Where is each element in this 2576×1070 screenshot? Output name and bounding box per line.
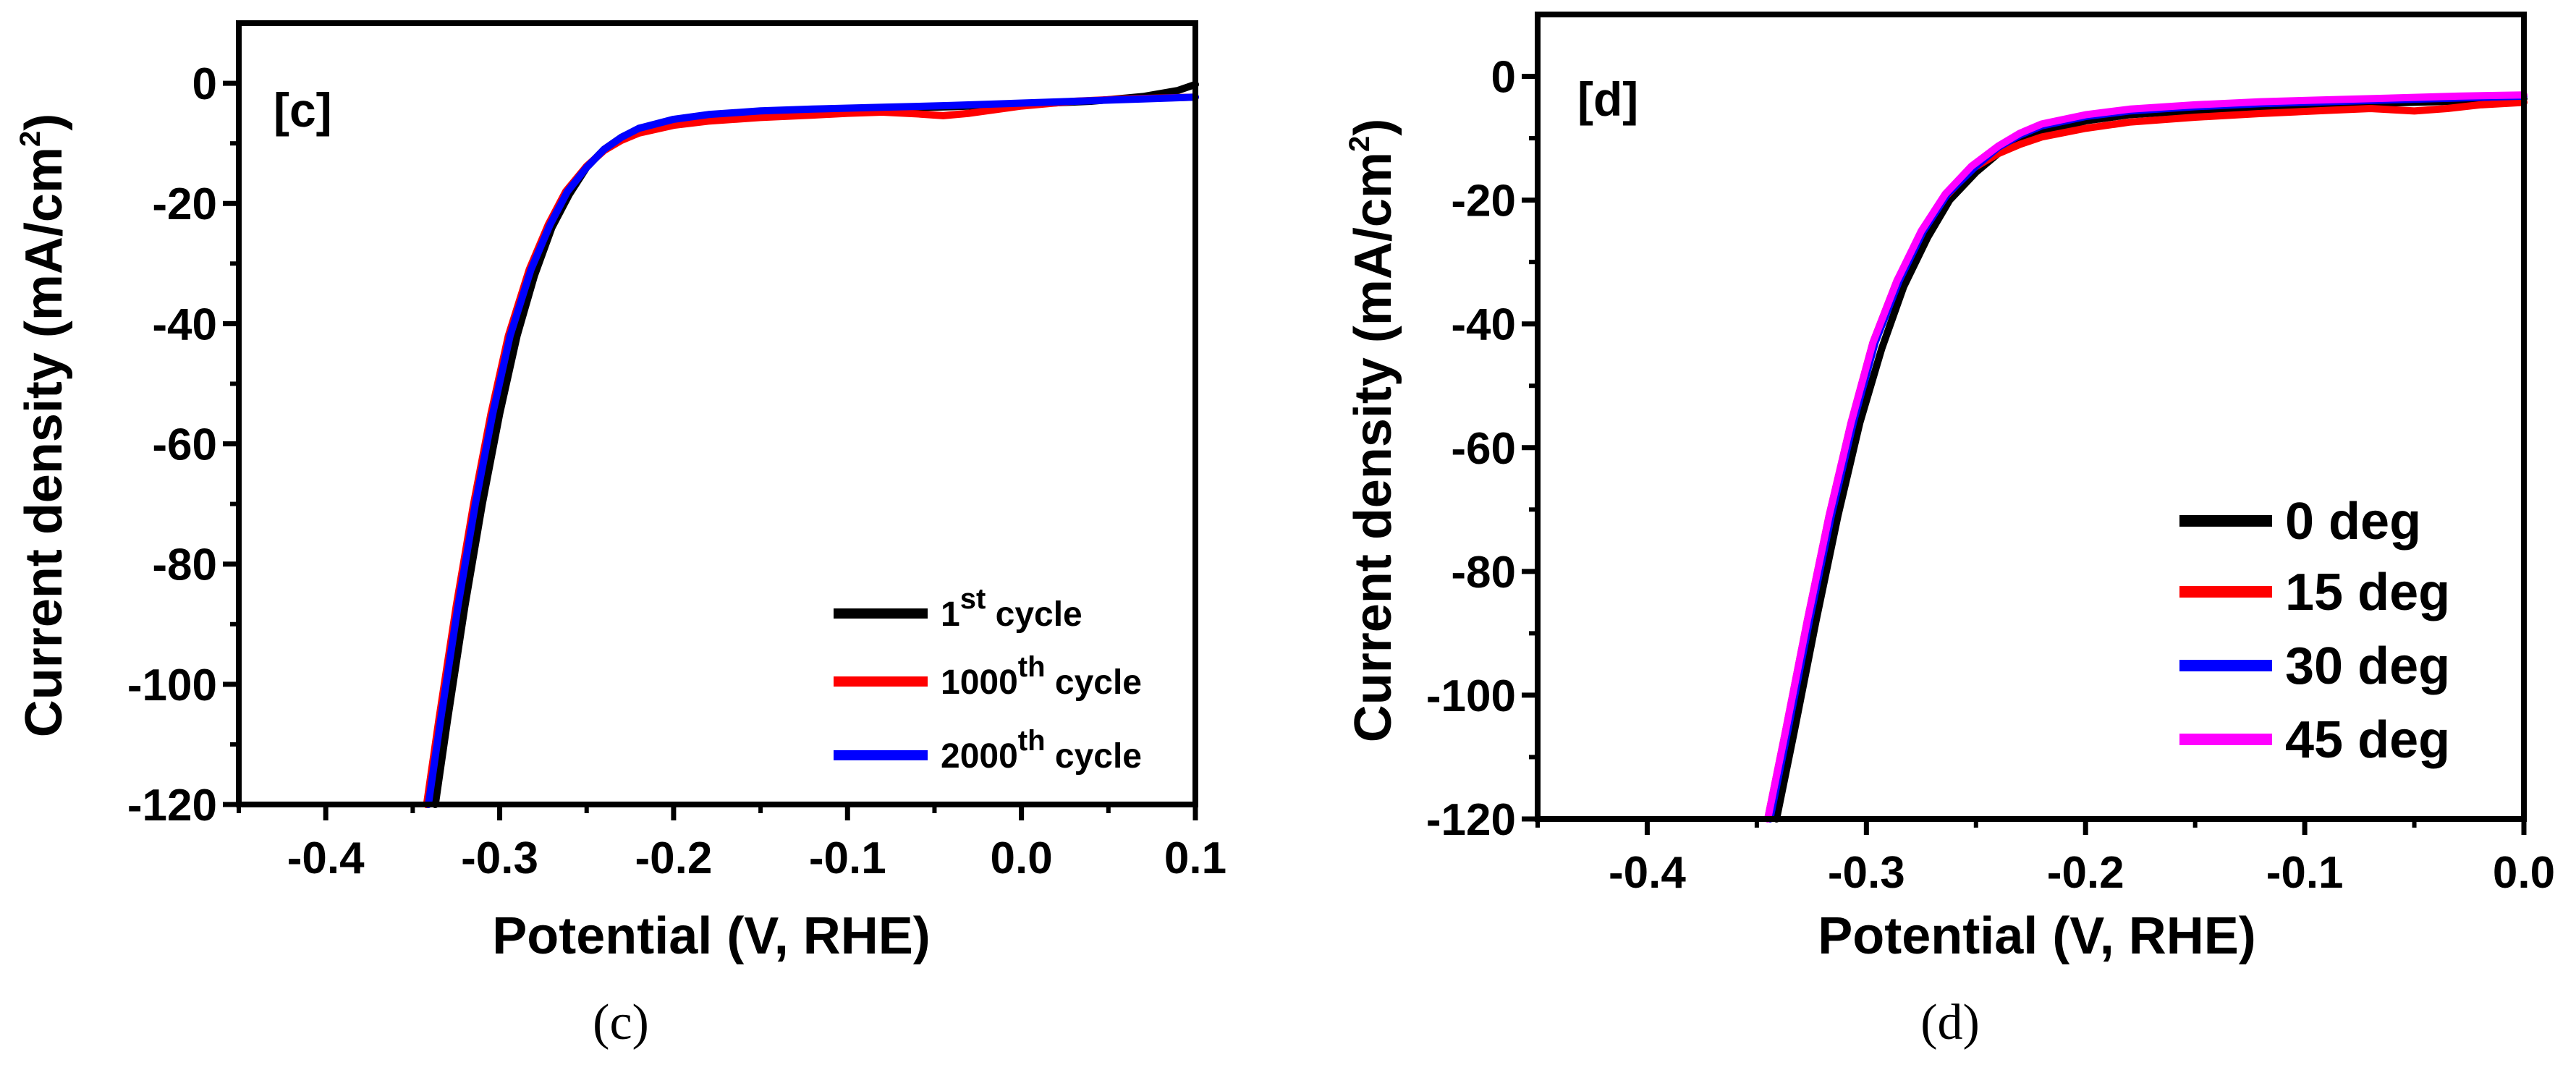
- legend-entry-0-deg: 0 deg: [2179, 493, 2421, 551]
- x-tick-label: 0.0: [991, 833, 1053, 883]
- legend-label-45-deg: 45 deg: [2285, 711, 2450, 769]
- panel-d: -0.4 -0.3 -0.2 -0.1 0.0 0 -20 -40 -60 -80 -100 -120…: [1344, 12, 2555, 1050]
- legend-label-1st-cycle: 1st cycle: [941, 583, 1082, 634]
- caption-d: (d): [1920, 995, 1980, 1050]
- panel-label-c: [c]: [274, 83, 332, 137]
- legend-label-2000th-cycle: 2000th cycle: [941, 725, 1142, 776]
- y-tick-label: -40: [152, 300, 217, 349]
- y-tick-label: -120: [1426, 795, 1516, 845]
- y-axis-title-d: Current density (mA/cm2): [1344, 119, 1402, 742]
- series-layer-d: [1764, 91, 2528, 823]
- x-tick-label: -0.2: [635, 833, 712, 883]
- y-tick-label: 0: [1491, 53, 1516, 103]
- plot-frame-d: [1535, 12, 2527, 822]
- panel-label-d: [d]: [1577, 72, 1638, 126]
- ticks-layer-d: -0.4 -0.3 -0.2 -0.1 0.0 0 -20 -40 -60 -80 -100 -120: [1426, 53, 2555, 898]
- legend-entry-30-deg: 30 deg: [2179, 637, 2450, 695]
- legend-label-15-deg: 15 deg: [2285, 564, 2450, 621]
- y-axis-title-c: Current density (mA/cm2): [14, 114, 73, 737]
- plot-frame-c: [236, 20, 1198, 807]
- y-tick-label: -120: [127, 781, 217, 831]
- legend-entry-1000th-cycle: 1000th cycle: [834, 651, 1142, 702]
- legend-entry-2000th-cycle: 2000th cycle: [834, 725, 1142, 776]
- x-tick-label: -0.3: [1828, 848, 1905, 898]
- legend-label-1000th-cycle: 1000th cycle: [941, 651, 1142, 702]
- legend-c: 1st cycle 1000th cycle 2000th cycle: [834, 583, 1142, 776]
- y-tick-label: -60: [1451, 424, 1516, 474]
- y-tick-label: -100: [127, 661, 217, 710]
- x-tick-label: -0.4: [287, 833, 365, 883]
- ticks-layer-c: -0.4 -0.3 -0.2 -0.1 0.0 0.1 0 -20 -40 -60 -80 -100 -…: [127, 59, 1226, 883]
- legend-label-30-deg: 30 deg: [2285, 637, 2450, 695]
- x-tick-label: -0.1: [809, 833, 886, 883]
- x-tick-label: -0.4: [1609, 848, 1686, 898]
- x-tick-label: 0.1: [1164, 833, 1226, 883]
- legend-entry-45-deg: 45 deg: [2179, 711, 2450, 769]
- series-line-c-2000th-cycle: [425, 93, 1199, 808]
- legend-d: 0 deg 15 deg 30 deg 45 deg: [2179, 493, 2450, 769]
- y-tick-label: -100: [1426, 671, 1516, 721]
- y-tick-label: -80: [152, 540, 217, 590]
- panel-c: -0.4 -0.3 -0.2 -0.1 0.0 0.1 0 -20 -40 -60 -80 -100 -…: [14, 20, 1226, 1050]
- x-tick-label: 0.0: [2493, 848, 2555, 898]
- x-axis-title-d: Potential (V, RHE): [1818, 907, 2255, 965]
- x-axis-title-c: Potential (V, RHE): [492, 907, 930, 965]
- legend-entry-15-deg: 15 deg: [2179, 564, 2450, 621]
- x-tick-label: -0.2: [2047, 848, 2124, 898]
- series-line-d-45-deg: [1764, 91, 2528, 823]
- y-tick-label: -20: [152, 179, 217, 229]
- series-layer-c: [423, 80, 1199, 808]
- x-tick-label: -0.3: [461, 833, 538, 883]
- legend-entry-1st-cycle: 1st cycle: [834, 583, 1082, 634]
- y-tick-label: -80: [1451, 548, 1516, 598]
- y-tick-label: 0: [192, 59, 217, 109]
- y-tick-label: -60: [152, 420, 217, 470]
- y-tick-label: -40: [1451, 300, 1516, 350]
- caption-c: (c): [593, 995, 649, 1050]
- legend-label-0-deg: 0 deg: [2285, 493, 2421, 551]
- x-tick-label: -0.1: [2266, 848, 2344, 898]
- y-tick-label: -20: [1451, 177, 1516, 226]
